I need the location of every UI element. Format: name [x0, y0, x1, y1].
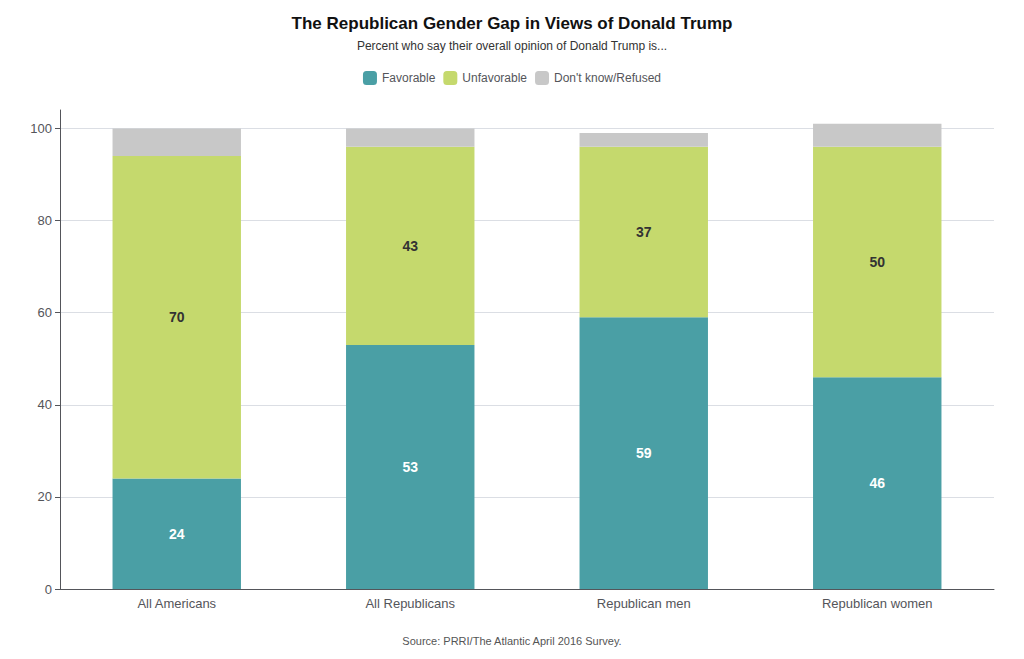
- svg-text:70: 70: [169, 309, 185, 325]
- svg-text:59: 59: [636, 445, 652, 461]
- svg-text:The Republican Gender Gap in V: The Republican Gender Gap in Views of Do…: [292, 14, 733, 33]
- svg-text:Republican women: Republican women: [822, 596, 933, 611]
- svg-text:40: 40: [38, 397, 52, 412]
- svg-text:20: 20: [38, 489, 52, 504]
- svg-text:60: 60: [38, 305, 52, 320]
- svg-text:80: 80: [38, 213, 52, 228]
- svg-text:50: 50: [869, 254, 885, 270]
- svg-text:24: 24: [169, 526, 185, 542]
- svg-text:Favorable: Favorable: [382, 71, 436, 85]
- svg-text:Don't know/Refused: Don't know/Refused: [554, 71, 661, 85]
- svg-text:46: 46: [869, 475, 885, 491]
- svg-text:Source: PRRI/The Atlantic Apri: Source: PRRI/The Atlantic April 2016 Sur…: [402, 635, 621, 647]
- svg-text:All Republicans: All Republicans: [365, 596, 455, 611]
- svg-text:37: 37: [636, 224, 652, 240]
- svg-text:Unfavorable: Unfavorable: [462, 71, 527, 85]
- svg-text:100: 100: [30, 121, 52, 136]
- svg-text:0: 0: [45, 582, 52, 597]
- svg-text:43: 43: [402, 238, 418, 254]
- svg-text:All Americans: All Americans: [137, 596, 216, 611]
- svg-text:53: 53: [402, 459, 418, 475]
- svg-text:Republican men: Republican men: [597, 596, 691, 611]
- svg-text:Percent who say their overall: Percent who say their overall opinion of…: [357, 39, 667, 53]
